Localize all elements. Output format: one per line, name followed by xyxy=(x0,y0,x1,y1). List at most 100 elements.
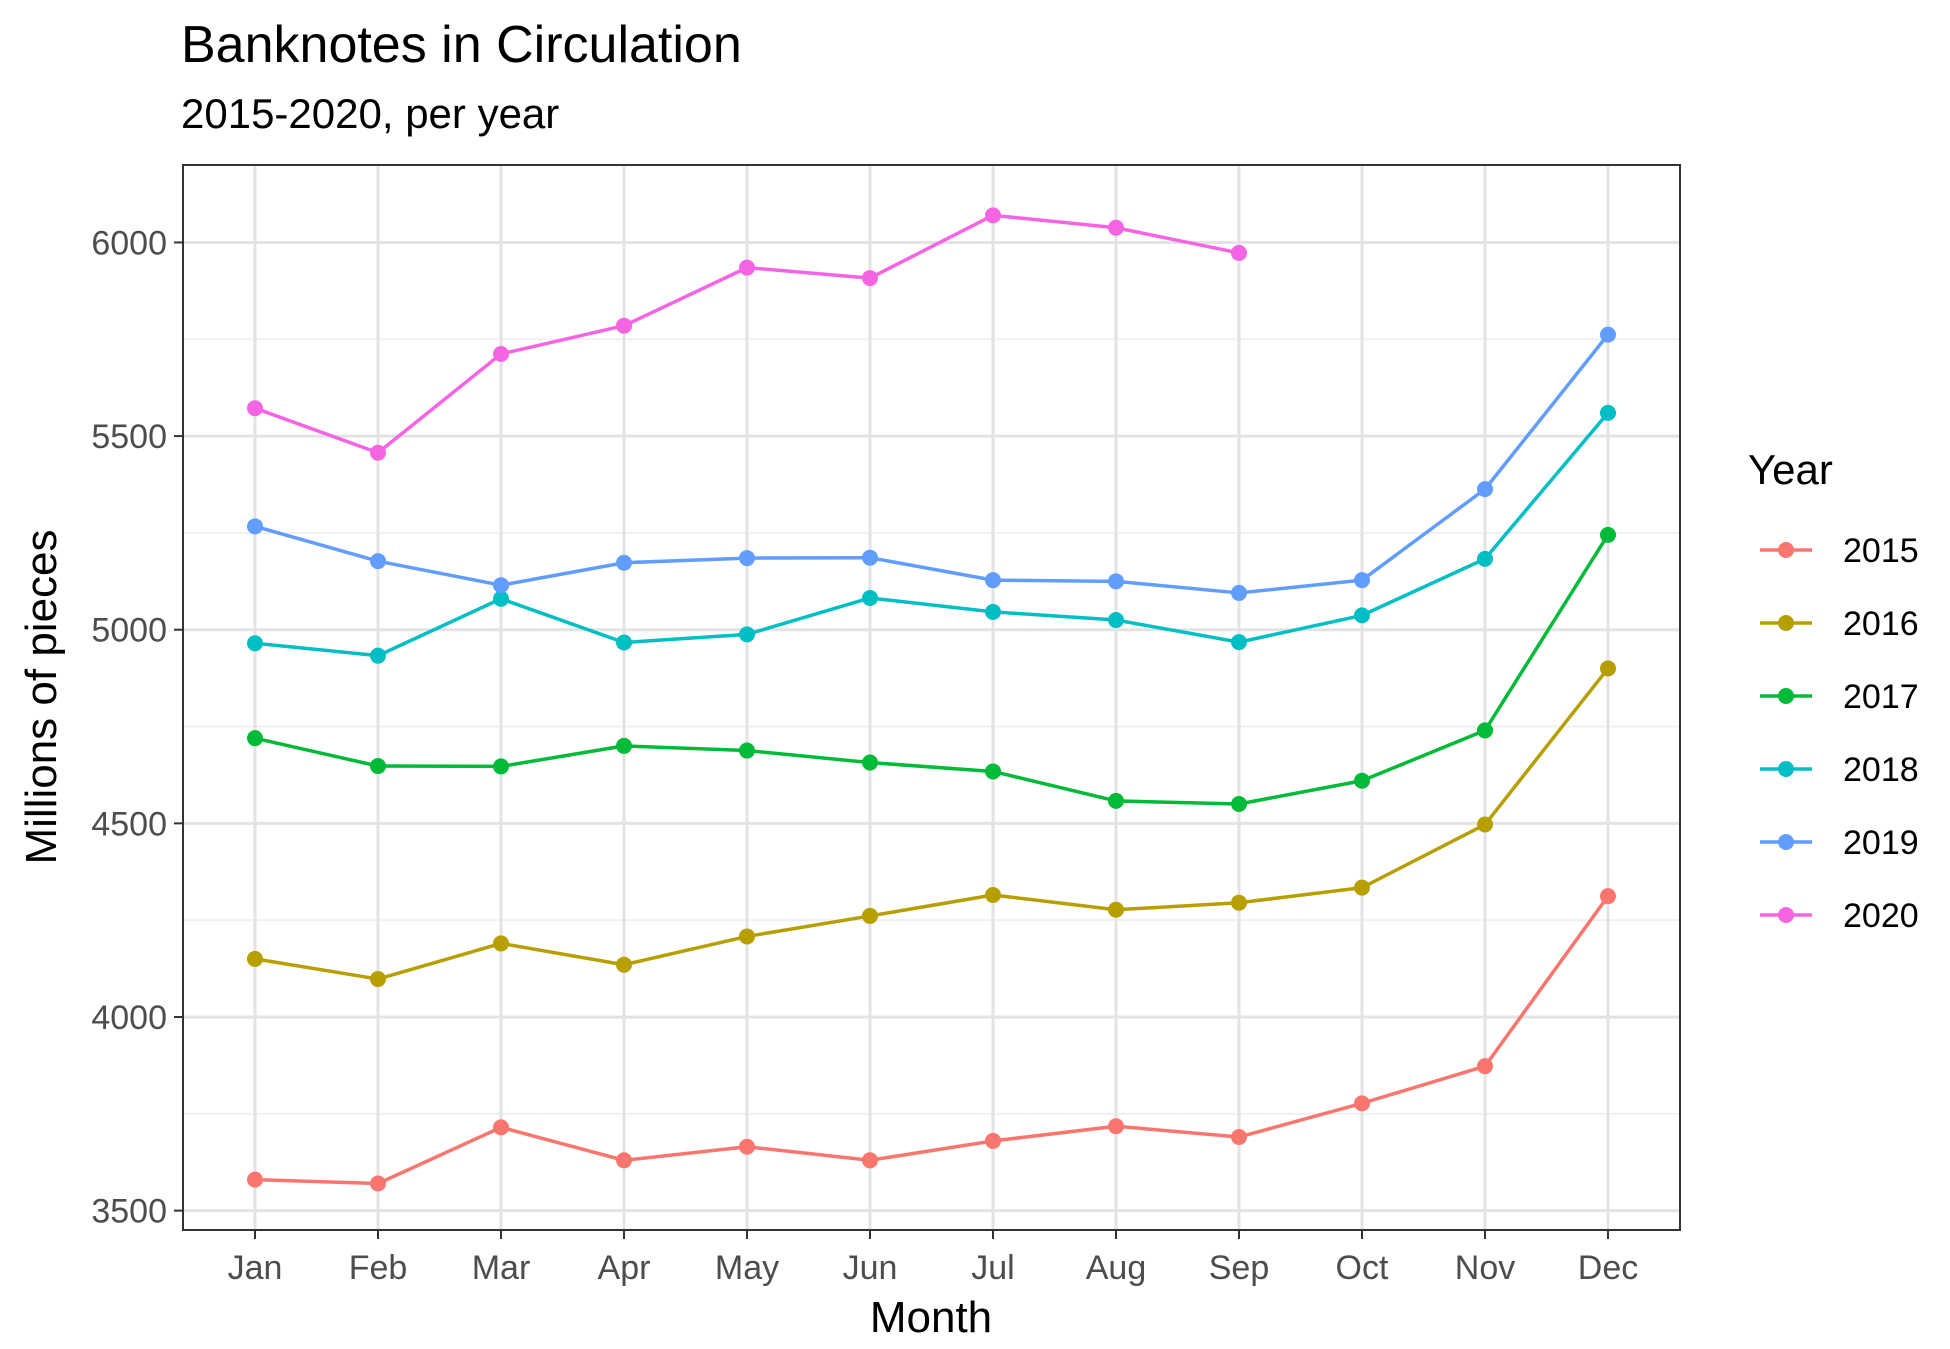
x-tick-label: Mar xyxy=(472,1249,531,1287)
x-tick-label: Nov xyxy=(1455,1249,1515,1287)
series-line xyxy=(254,895,1610,1186)
data-point xyxy=(1231,634,1247,651)
legend-item-2020: 2020 xyxy=(1760,897,1919,935)
data-point xyxy=(493,590,509,607)
legend-label: 2016 xyxy=(1843,605,1919,643)
legend-item-2016: 2016 xyxy=(1760,605,1919,643)
legend-label: 2019 xyxy=(1843,824,1919,862)
series-line xyxy=(254,333,1610,595)
data-point xyxy=(247,1171,263,1188)
legend-label: 2020 xyxy=(1843,897,1919,935)
data-point xyxy=(370,1175,386,1192)
data-point xyxy=(739,626,755,643)
data-point xyxy=(1108,901,1124,918)
data-point xyxy=(985,572,1001,589)
data-point xyxy=(1477,1058,1493,1075)
chart-subtitle: 2015-2020, per year xyxy=(181,90,559,137)
x-tick-label: Jan xyxy=(228,1249,283,1287)
data-point xyxy=(616,956,632,973)
series-2015 xyxy=(247,888,1616,1192)
y-axis: 3500 4000 4500 5000 5500 6000 xyxy=(91,224,183,1231)
data-point xyxy=(616,1152,632,1169)
data-point xyxy=(370,647,386,664)
series-2018 xyxy=(247,404,1616,664)
data-point xyxy=(985,207,1001,224)
x-tick-label: May xyxy=(715,1249,779,1287)
series-2020 xyxy=(247,207,1247,461)
legend-item-2018: 2018 xyxy=(1760,751,1919,789)
data-point xyxy=(247,950,263,967)
x-tick-label: Jun xyxy=(843,1249,898,1287)
data-point xyxy=(1108,1118,1124,1135)
x-axis-title: Month xyxy=(870,1293,992,1342)
data-point xyxy=(862,754,878,771)
x-axis: Jan Feb Mar Apr May Jun Jul Aug Sep Oct Nov Dec xyxy=(228,1230,1638,1287)
y-axis-title: Millions of pieces xyxy=(17,529,66,864)
data-point xyxy=(985,887,1001,904)
legend: Year 2015 2016 2017 2018 2019 2020 xyxy=(1748,446,1919,935)
data-point xyxy=(616,554,632,571)
x-tick-label: Feb xyxy=(349,1249,408,1287)
data-point xyxy=(985,763,1001,780)
series-line xyxy=(254,533,1610,806)
legend-label: 2017 xyxy=(1843,678,1919,716)
data-point xyxy=(1477,722,1493,739)
x-tick-label: Aug xyxy=(1086,1249,1147,1287)
data-point xyxy=(1477,481,1493,498)
legend-key-point xyxy=(1778,761,1794,777)
data-point xyxy=(1600,404,1616,421)
x-tick-label: Dec xyxy=(1578,1249,1638,1287)
data-point xyxy=(1108,792,1124,809)
y-tick-label: 5000 xyxy=(91,612,167,650)
data-point xyxy=(1231,1129,1247,1146)
x-tick-label: Apr xyxy=(598,1249,651,1287)
data-point xyxy=(247,400,263,417)
data-point xyxy=(862,1152,878,1169)
data-point xyxy=(739,550,755,567)
legend-title: Year xyxy=(1748,446,1833,493)
data-point xyxy=(1231,796,1247,812)
data-point xyxy=(862,907,878,924)
series-2016 xyxy=(247,660,1616,988)
data-point xyxy=(1108,573,1124,590)
series-group xyxy=(247,207,1616,1192)
data-point xyxy=(1231,584,1247,601)
data-point xyxy=(1477,550,1493,567)
data-point xyxy=(1354,572,1370,589)
x-tick-label: Oct xyxy=(1336,1249,1389,1287)
data-point xyxy=(370,971,386,988)
data-point xyxy=(616,317,632,334)
data-point xyxy=(1600,526,1616,543)
legend-label: 2015 xyxy=(1843,532,1919,570)
data-point xyxy=(616,634,632,651)
legend-key-point xyxy=(1778,834,1794,850)
data-point xyxy=(1600,326,1616,343)
y-tick-label: 6000 xyxy=(91,224,167,262)
data-point xyxy=(739,928,755,945)
data-point xyxy=(862,589,878,606)
data-point xyxy=(739,259,755,276)
data-point xyxy=(247,635,263,652)
data-point xyxy=(493,758,509,775)
legend-label: 2018 xyxy=(1843,751,1919,789)
data-point xyxy=(1231,894,1247,911)
data-point xyxy=(1600,660,1616,677)
data-point xyxy=(1108,612,1124,629)
data-point xyxy=(370,444,386,461)
data-point xyxy=(493,1119,509,1136)
plot-background xyxy=(183,165,1680,1230)
data-point xyxy=(1477,816,1493,833)
data-point xyxy=(1354,772,1370,789)
data-point xyxy=(1354,607,1370,624)
x-tick-label: Sep xyxy=(1209,1249,1270,1287)
data-point xyxy=(370,758,386,775)
y-tick-label: 5500 xyxy=(91,418,167,456)
data-point xyxy=(862,549,878,566)
data-point xyxy=(247,730,263,747)
grid xyxy=(183,165,1680,1230)
data-point xyxy=(493,345,509,362)
legend-key-point xyxy=(1778,542,1794,558)
data-point xyxy=(739,742,755,759)
data-point xyxy=(1231,244,1247,261)
